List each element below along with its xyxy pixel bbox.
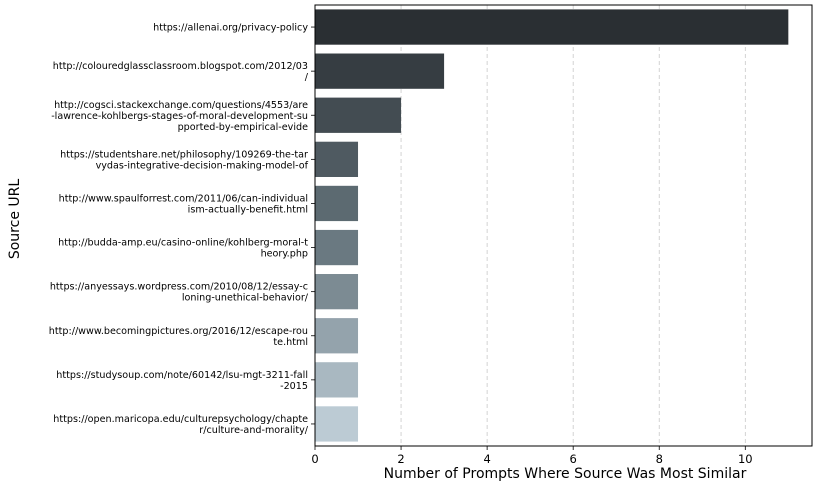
y-tick-label-line: /: [305, 72, 309, 83]
bar-8: [315, 362, 359, 398]
y-tick-label-line: https://studentshare.net/philosophy/1092…: [60, 149, 308, 160]
y-tick-label-line: http://www.spaulforrest.com/2011/06/can-…: [59, 193, 308, 204]
y-tick-label-3: https://studentshare.net/philosophy/1092…: [60, 149, 309, 171]
bar-0: [315, 9, 789, 45]
y-tick-label-line: http://budda-amp.eu/casino-online/kohlbe…: [58, 238, 308, 249]
y-tick-label-line: -lawrence-kohlbergs-stages-of-moral-deve…: [51, 111, 308, 122]
y-tick-label-line: https://anyessays.wordpress.com/2010/08/…: [50, 282, 308, 293]
y-tick-label-line: https://open.maricopa.edu/culturepsychol…: [53, 414, 308, 425]
bar-5: [315, 229, 359, 266]
y-tick-label-line: https://allenai.org/privacy-policy: [153, 23, 308, 34]
bar-2: [315, 97, 402, 133]
y-tick-label-0: https://allenai.org/privacy-policy: [153, 23, 308, 34]
y-tick-label-line: -2015: [280, 381, 308, 392]
x-tick-label-5: 10: [738, 452, 753, 466]
plot-frame: [314, 4, 813, 447]
y-tick-label-line: http://colouredglassclassroom.blogspot.c…: [53, 61, 308, 72]
y-tick-label-line: r/culture-and-morality/: [199, 425, 308, 436]
y-tick-label-line: te.html: [273, 337, 308, 348]
x-tick-label-3: 6: [570, 452, 577, 466]
bar-9: [315, 406, 359, 442]
y-tick-label-6: https://anyessays.wordpress.com/2010/08/…: [50, 282, 309, 304]
y-tick-label-9: https://open.maricopa.edu/culturepsychol…: [53, 414, 308, 436]
bar-6: [315, 274, 359, 310]
x-axis-label: Number of Prompts Where Source Was Most …: [384, 466, 747, 482]
y-tick-label-8: https://studysoup.com/note/60142/lsu-mgt…: [56, 370, 308, 392]
y-tick-label-4: http://www.spaulforrest.com/2011/06/can-…: [59, 193, 308, 215]
y-tick-label-line: https://studysoup.com/note/60142/lsu-mgt…: [56, 370, 308, 381]
y-tick-label-line: pported-by-empirical-evide: [178, 122, 308, 133]
y-tick-label-line: http://www.becomingpictures.org/2016/12/…: [49, 326, 308, 337]
y-tick-labels: https://allenai.org/privacy-policy http:/…: [49, 23, 315, 436]
bar-4: [315, 185, 359, 222]
y-tick-label-7: http://www.becomingpictures.org/2016/12/…: [49, 326, 308, 348]
x-ticks: 0 2 4 6 8 10: [311, 446, 753, 466]
y-tick-label-line: vydas-integrative-decision-making-model-…: [96, 160, 309, 171]
y-tick-label-5: http://budda-amp.eu/casino-online/kohlbe…: [58, 238, 308, 260]
y-tick-label-line: heory.php: [261, 249, 308, 260]
x-tick-label-1: 2: [397, 452, 404, 466]
x-tick-label-0: 0: [311, 452, 318, 466]
bar-1: [315, 53, 445, 89]
y-tick-label-line: ism-actually-benefit.html: [188, 204, 308, 215]
y-axis-label: Source URL: [7, 179, 23, 260]
x-tick-label-2: 4: [483, 452, 490, 466]
bars: [315, 9, 789, 442]
y-tick-label-line: loning-unethical-behavior/: [182, 293, 309, 304]
y-tick-label-2: http://cogsci.stackexchange.com/question…: [51, 100, 308, 133]
bar-7: [315, 318, 359, 354]
bar-3: [315, 141, 359, 177]
x-tick-label-4: 8: [656, 452, 663, 466]
gridlines: [400, 5, 746, 446]
y-tick-label-line: http://cogsci.stackexchange.com/question…: [54, 100, 308, 111]
y-tick-label-1: http://colouredglassclassroom.blogspot.c…: [53, 61, 309, 83]
